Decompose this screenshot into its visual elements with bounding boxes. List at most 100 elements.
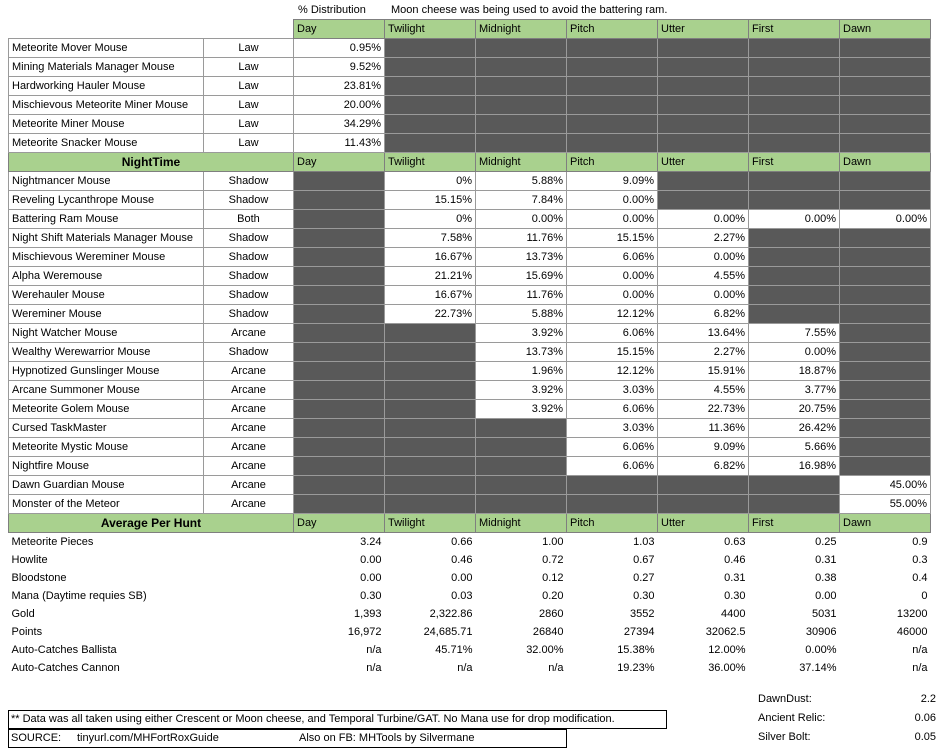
- unavailable-cell: [839, 95, 931, 115]
- unavailable-cell: [566, 133, 658, 153]
- unavailable-cell: [748, 38, 840, 58]
- unavailable-cell: [839, 114, 931, 134]
- mouse-power-type: Shadow: [203, 285, 294, 305]
- rate-cell: 21.21%: [384, 266, 476, 286]
- average-value: 5031: [812, 608, 837, 620]
- phase-header-row: Day Twilight Midnight Pitch Utter First Dawn: [9, 19, 931, 39]
- unavailable-cell: [657, 114, 749, 134]
- unavailable-cell: [293, 285, 385, 305]
- unavailable-cell: [293, 228, 385, 248]
- mouse-power-type: Shadow: [203, 266, 294, 286]
- extra-ancient-relic: Ancient Relic: 0.06: [758, 709, 936, 728]
- average-row: Howlite 0.00 0.46 0.72 0.67 0.46 0.31 0.3: [9, 551, 931, 569]
- average-value: 0.3: [912, 554, 928, 566]
- unavailable-cell: [384, 475, 476, 495]
- unavailable-cell: [384, 323, 476, 343]
- table-row: Wereminer Mouse Shadow 22.73% 5.88% 12.12% 6.…: [8, 304, 931, 324]
- average-value: 27394: [623, 626, 655, 638]
- rate-cell: 15.15%: [384, 190, 476, 210]
- average-value: 0.30: [633, 590, 655, 602]
- rate-cell: 0.00%: [657, 247, 749, 267]
- unavailable-cell: [657, 38, 749, 58]
- unavailable-cell: [475, 38, 567, 58]
- average-value: 13200: [896, 608, 928, 620]
- average-value: 0.12: [542, 572, 564, 584]
- mouse-name: Mischievous Wereminer Mouse: [8, 247, 204, 267]
- mouse-power-type: Arcane: [203, 475, 294, 495]
- source-line: SOURCE: tinyurl.com/MHFortRoxGuide Also …: [8, 729, 567, 748]
- nighttime-section-title: NightTime: [8, 152, 294, 172]
- phase-header-utter: Utter: [657, 513, 749, 533]
- unavailable-cell: [293, 475, 385, 495]
- phase-header-midnight: Midnight: [475, 19, 567, 39]
- average-value: n/a: [366, 644, 382, 656]
- distribution-label: % Distribution: [298, 4, 366, 16]
- mouse-name: Mischievous Meteorite Miner Mouse: [8, 95, 204, 115]
- unavailable-cell: [657, 57, 749, 77]
- unavailable-cell: [475, 95, 567, 115]
- unavailable-cell: [748, 190, 840, 210]
- table-row: Night Watcher Mouse Arcane 3.92% 6.06% 13.64…: [8, 323, 931, 343]
- rate-cell: 0.00%: [748, 209, 840, 229]
- average-row: Gold 1,393 2,322.86 2860 3552 4400 5031 13200: [9, 605, 931, 623]
- rate-cell: 0.00%: [748, 342, 840, 362]
- average-value: 3.24: [360, 536, 382, 548]
- mouse-power-type: Shadow: [203, 228, 294, 248]
- table-row: Meteorite Golem Mouse Arcane 3.92% 6.06% 22.…: [8, 399, 931, 419]
- average-value: 0.00: [451, 572, 473, 584]
- mouse-power-type: Shadow: [203, 190, 294, 210]
- unavailable-cell: [293, 456, 385, 476]
- phase-header-first: First: [748, 19, 840, 39]
- mouse-name: Nightmancer Mouse: [8, 171, 204, 191]
- phase-header-dawn: Dawn: [839, 19, 931, 39]
- rate-cell: 7.55%: [748, 323, 840, 343]
- rate-cell: 13.73%: [475, 247, 567, 267]
- mouse-power-type: Arcane: [203, 323, 294, 343]
- rate-cell: 34.29%: [293, 114, 385, 134]
- average-row: Auto-Catches Ballista n/a 45.71% 32.00% 15.3…: [9, 641, 931, 659]
- average-value: n/a: [548, 662, 564, 674]
- table-row: Battering Ram Mouse Both 0% 0.00% 0.00% 0.00%…: [8, 209, 931, 229]
- average-value: 32062.5: [705, 626, 746, 638]
- unavailable-cell: [748, 95, 840, 115]
- rate-cell: 13.64%: [657, 323, 749, 343]
- mouse-power-type: Arcane: [203, 418, 294, 438]
- mouse-power-type: Both: [203, 209, 294, 229]
- average-value: 0.9: [912, 536, 928, 548]
- table-row: Mining Materials Manager Mouse Law 9.52%: [8, 57, 931, 77]
- unavailable-cell: [384, 380, 476, 400]
- rate-cell: 3.92%: [475, 323, 567, 343]
- rate-cell: 22.73%: [384, 304, 476, 324]
- rate-cell: 2.27%: [657, 342, 749, 362]
- unavailable-cell: [839, 380, 931, 400]
- average-label: Bloodstone: [11, 572, 67, 584]
- unavailable-cell: [293, 190, 385, 210]
- average-value: 0.20: [542, 590, 564, 602]
- unavailable-cell: [657, 190, 749, 210]
- rate-cell: 15.15%: [566, 228, 658, 248]
- mouse-name: Dawn Guardian Mouse: [8, 475, 204, 495]
- average-value: 24,685.71: [423, 626, 473, 638]
- mouse-name: Alpha Weremouse: [8, 266, 204, 286]
- average-value: 0.38: [815, 572, 837, 584]
- average-value: 37.14%: [799, 662, 837, 674]
- unavailable-cell: [475, 437, 567, 457]
- unavailable-cell: [384, 38, 476, 58]
- unavailable-cell: [657, 171, 749, 191]
- average-label: Gold: [11, 608, 35, 620]
- unavailable-cell: [839, 38, 931, 58]
- source-link[interactable]: tinyurl.com/MHFortRoxGuide: [77, 732, 219, 744]
- average-value: 0.00: [360, 554, 382, 566]
- table-row: Nightfire Mouse Arcane 6.06% 6.82% 16.98%: [8, 456, 931, 476]
- rate-cell: 4.55%: [657, 266, 749, 286]
- unavailable-cell: [475, 114, 567, 134]
- unavailable-cell: [657, 95, 749, 115]
- unavailable-cell: [384, 361, 476, 381]
- unavailable-cell: [748, 247, 840, 267]
- average-value: 1,393: [353, 608, 382, 620]
- extra-silver-bolt: Silver Bolt: 0.05: [758, 728, 936, 747]
- unavailable-cell: [748, 266, 840, 286]
- unavailable-cell: [839, 133, 931, 153]
- average-section-title: Average Per Hunt: [8, 513, 294, 533]
- table-row: Night Shift Materials Manager Mouse Shado…: [8, 228, 931, 248]
